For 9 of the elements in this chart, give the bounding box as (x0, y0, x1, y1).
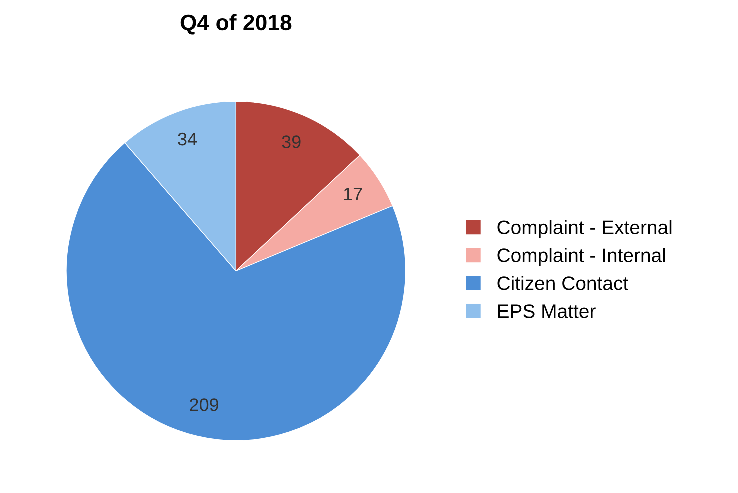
legend-label: Complaint - External (498, 220, 672, 238)
data-label: 39 (282, 136, 301, 148)
data-label: 17 (344, 188, 362, 200)
data-label: 34 (178, 132, 198, 146)
legend-label: EPS Matter (498, 304, 596, 318)
legend-label: Citizen Contact (498, 276, 628, 290)
chart-title: Q4 of 2018 (180, 14, 292, 35)
legend-label: Complaint - Internal (498, 248, 666, 266)
data-label: 209 (190, 398, 219, 412)
